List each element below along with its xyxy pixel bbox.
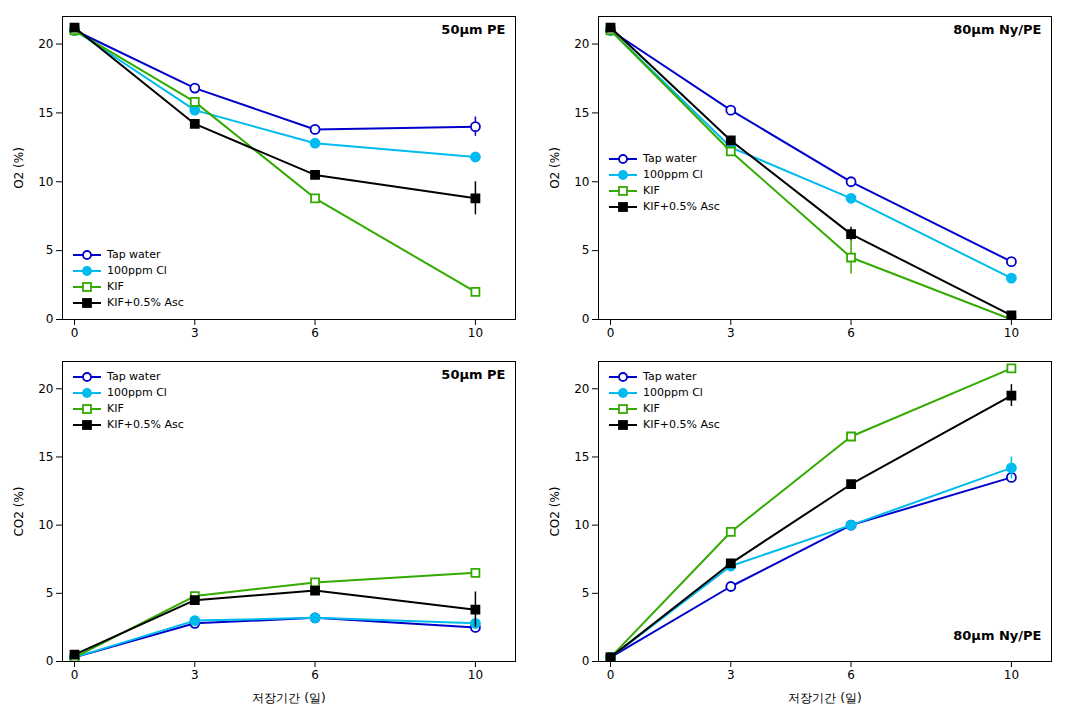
svg-text:O2 (%): O2 (%) [12, 147, 26, 189]
html-text:Tap water: Tap water [643, 370, 697, 383]
svg-text:3: 3 [727, 326, 735, 340]
svg-text:5: 5 [46, 586, 54, 600]
svg-text:0: 0 [607, 668, 615, 682]
svg-text:10: 10 [574, 518, 589, 532]
html-text:KIF+0.5% Asc: KIF+0.5% Asc [107, 418, 184, 431]
svg-text:10: 10 [1004, 326, 1019, 340]
svg-text:20: 20 [38, 382, 53, 396]
svg-text:3: 3 [191, 668, 199, 682]
svg-text:CO2 (%): CO2 (%) [12, 486, 26, 536]
svg-text:15: 15 [38, 450, 53, 464]
svg-text:O2 (%): O2 (%) [548, 147, 562, 189]
svg-text:저장기간 (일): 저장기간 (일) [252, 691, 325, 705]
svg-text:15: 15 [574, 106, 589, 120]
svg-text:20: 20 [38, 37, 53, 51]
svg-text:0: 0 [582, 312, 590, 326]
html-text:KIF: KIF [107, 402, 124, 415]
svg-text:0: 0 [46, 654, 54, 668]
html-text:Tap water: Tap water [643, 151, 697, 165]
svg-text:15: 15 [574, 450, 589, 464]
svg-text:5: 5 [582, 586, 590, 600]
svg-text:10: 10 [574, 175, 589, 189]
html-text:100ppm Cl: 100ppm Cl [107, 264, 167, 277]
svg-text:5: 5 [46, 243, 54, 257]
html-text:KIF+0.5% Asc: KIF+0.5% Asc [107, 296, 184, 309]
svg-text:10: 10 [468, 326, 483, 340]
svg-text:50μm PE: 50μm PE [441, 22, 505, 37]
svg-text:15: 15 [38, 106, 53, 120]
html-text:100ppm Cl: 100ppm Cl [107, 386, 167, 399]
html-text:KIF+0.5% Asc: KIF+0.5% Asc [643, 199, 720, 213]
svg-text:6: 6 [847, 668, 855, 682]
svg-text:저장기간 (일): 저장기간 (일) [788, 691, 861, 705]
html-text:Tap water: Tap water [107, 248, 161, 261]
svg-text:6: 6 [311, 326, 319, 340]
html-text:KIF: KIF [643, 402, 660, 415]
svg-text:6: 6 [847, 326, 855, 340]
svg-text:10: 10 [468, 668, 483, 682]
html-text:KIF: KIF [643, 183, 660, 197]
svg-text:80μm Ny/PE: 80μm Ny/PE [953, 22, 1041, 37]
svg-text:0: 0 [71, 668, 79, 682]
svg-text:80μm Ny/PE: 80μm Ny/PE [953, 628, 1041, 643]
svg-text:0: 0 [71, 326, 79, 340]
svg-text:20: 20 [574, 382, 589, 396]
svg-text:20: 20 [574, 37, 589, 51]
svg-text:10: 10 [1004, 668, 1019, 682]
svg-text:5: 5 [582, 243, 590, 257]
svg-text:3: 3 [191, 326, 199, 340]
html-text:100ppm Cl: 100ppm Cl [643, 386, 703, 399]
svg-text:3: 3 [727, 668, 735, 682]
html-text:Tap water: Tap water [107, 370, 161, 383]
svg-text:10: 10 [38, 175, 53, 189]
svg-text:0: 0 [582, 654, 590, 668]
svg-text:10: 10 [38, 518, 53, 532]
svg-text:CO2 (%): CO2 (%) [548, 486, 562, 536]
html-text:KIF+0.5% Asc: KIF+0.5% Asc [643, 418, 720, 431]
svg-text:50μm PE: 50μm PE [441, 367, 505, 382]
html-text:KIF: KIF [107, 280, 124, 293]
html-text:100ppm Cl: 100ppm Cl [643, 167, 703, 181]
svg-text:6: 6 [311, 668, 319, 682]
svg-text:0: 0 [607, 326, 615, 340]
svg-text:0: 0 [46, 312, 54, 326]
